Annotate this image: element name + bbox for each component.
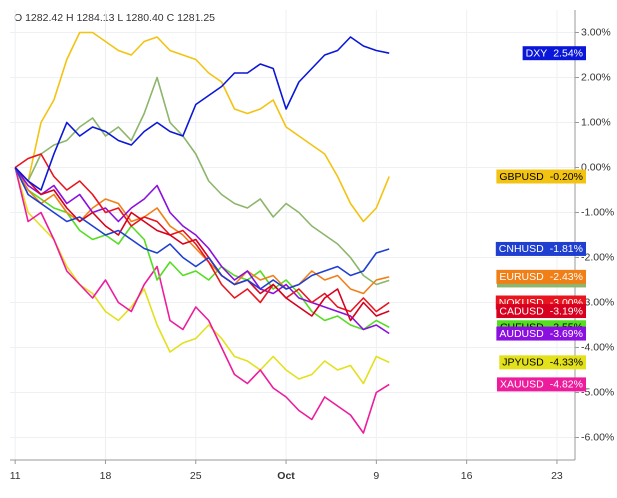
x-tick-label: 9 <box>373 470 379 482</box>
ohlc-header: O 1282.42 H 1284.13 L 1280.40 C 1281.25 <box>14 12 215 24</box>
tag-box <box>496 326 586 341</box>
x-tick-label: 23 <box>551 470 563 482</box>
last-value-tag: -4.82% XAUUSD <box>496 377 586 392</box>
y-tick-label: -2.00% <box>581 251 614 263</box>
tag-name: GBPUSD <box>499 171 544 183</box>
last-value-tag: -3.69% AUDUSD <box>496 326 586 341</box>
tag-box <box>496 269 586 284</box>
tag-value: -4.33% <box>550 357 583 369</box>
y-tick-label: -3.00% <box>581 296 614 308</box>
series-line <box>14 76 390 286</box>
tag-value: -2.43% <box>550 271 583 283</box>
tag-box <box>522 46 586 61</box>
y-tick-label: -1.00% <box>581 206 614 218</box>
last-value-tag: -2.43% EURUSD <box>496 269 586 284</box>
last-value-tag: -1.81% CNHUSD <box>495 241 586 256</box>
last-value-tag: -0.20% GBPUSD <box>496 169 586 184</box>
x-tick-label: 25 <box>190 470 202 482</box>
tag-name: DXY <box>526 47 548 59</box>
series-line <box>14 167 390 335</box>
y-tick-label: 0.00% <box>581 161 611 173</box>
y-tick-label: 2.00% <box>581 71 611 83</box>
last-value-tag: -4.33% JPYUSD <box>499 355 586 370</box>
series-line <box>14 166 390 322</box>
series-line <box>14 167 390 434</box>
x-tick-label: 11 <box>10 470 21 482</box>
last-value-tag: -3.19% CADUSD <box>496 304 586 319</box>
series-line <box>14 167 390 290</box>
tag-name: CNHUSD <box>499 243 544 255</box>
last-value-tag: 2.54% DXY <box>522 46 586 61</box>
tag-name: EURUSD <box>499 271 544 283</box>
x-tick-label: 18 <box>100 470 112 482</box>
y-tick-label: 1.00% <box>581 116 611 128</box>
tag-value: 2.54% <box>553 47 583 59</box>
tag-box <box>496 169 586 184</box>
series-line <box>14 36 390 191</box>
tag-box <box>496 377 586 392</box>
series-line <box>14 153 390 313</box>
series-line <box>14 167 390 331</box>
y-tick-label: -5.00% <box>581 386 614 398</box>
x-tick-label: Oct <box>277 470 295 482</box>
tag-box <box>496 304 586 319</box>
tag-box <box>495 241 586 256</box>
tag-name: JPYUSD <box>502 357 544 369</box>
tag-value: -0.20% <box>550 171 583 183</box>
tag-name: CADUSD <box>499 305 544 317</box>
y-tick-label: -4.00% <box>581 341 614 353</box>
series-line <box>14 31 390 223</box>
tag-value: -3.19% <box>550 305 583 317</box>
tag-name: AUDUSD <box>499 328 544 340</box>
tag-box <box>499 355 586 370</box>
y-tick-label: 3.00% <box>581 26 611 38</box>
y-tick-label: -6.00% <box>581 431 614 443</box>
x-tick-label: 16 <box>461 470 473 482</box>
tag-value: -3.69% <box>550 328 583 340</box>
tag-name: XAUUSD <box>500 379 544 391</box>
tag-value: -1.81% <box>550 243 583 255</box>
tag-value: -4.82% <box>550 379 583 391</box>
